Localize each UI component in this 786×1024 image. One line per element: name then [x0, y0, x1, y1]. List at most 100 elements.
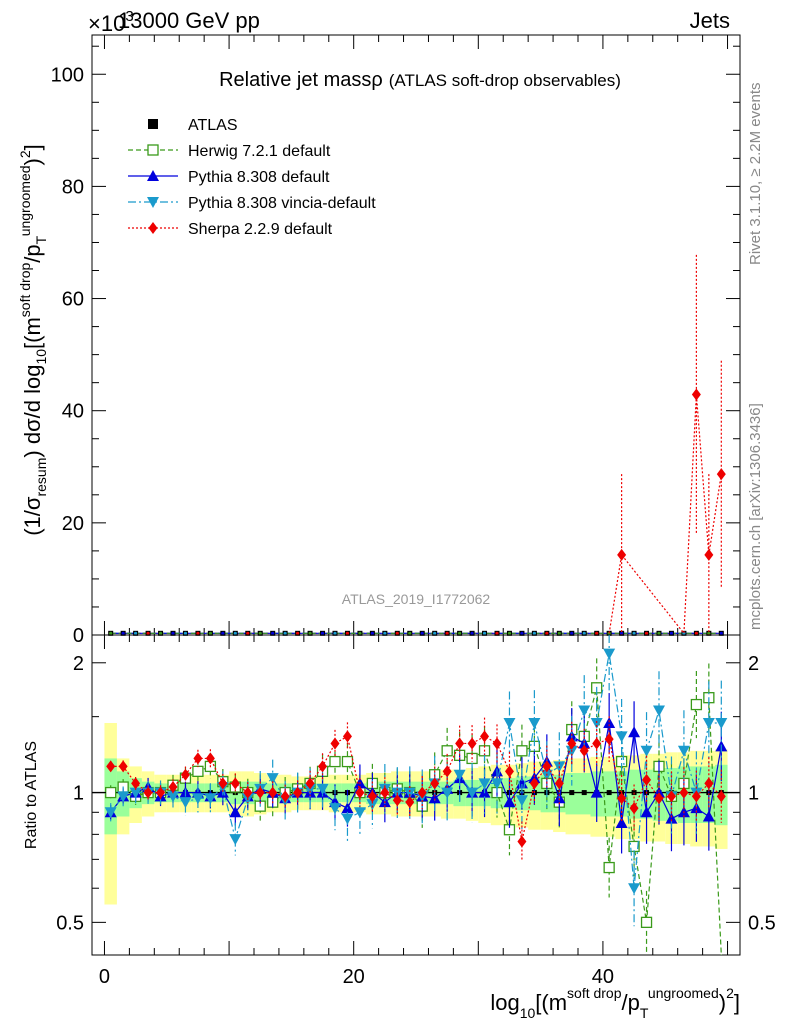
ratio-point	[716, 790, 726, 803]
mc-main-point	[308, 631, 312, 635]
ratio-point	[528, 718, 541, 730]
ratio-point	[604, 733, 614, 746]
plot-title: Relative jet massρ (ATLAS soft-drop obser…	[219, 69, 621, 91]
ratio-point	[654, 792, 664, 805]
ratio-point	[590, 718, 603, 730]
mc-main-point	[470, 631, 474, 635]
ratio-point	[478, 778, 491, 790]
ratio-point	[229, 806, 242, 818]
ratio-point	[280, 790, 290, 803]
mc-main-point	[208, 631, 212, 635]
ratio-point	[168, 781, 178, 794]
atlas-ratio-point	[581, 790, 587, 796]
ratio-point	[603, 717, 616, 729]
legend-entry: Sherpa 2.2.9 default	[128, 221, 333, 238]
ratio-point	[405, 796, 415, 809]
ratio-point	[515, 777, 528, 789]
mc-main-point	[495, 631, 499, 635]
main-y-tick-label: 20	[62, 513, 84, 535]
ratio-point	[529, 777, 539, 790]
mc-main-point	[395, 631, 399, 635]
legend-marker	[147, 144, 159, 156]
ratio-point	[341, 813, 354, 825]
ratio-point	[143, 786, 153, 799]
main-plot-panel: 0 20 40 60 80 100 Relative jet massρ (ATLAS so…	[17, 34, 741, 647]
ratio-point	[117, 791, 130, 803]
ratio-point	[516, 745, 528, 757]
ratio-point	[430, 777, 440, 790]
sherpa-main-point	[716, 468, 726, 481]
mc-main-point	[221, 631, 225, 635]
ratio-point	[403, 787, 416, 799]
main-y-tick-label: 60	[62, 289, 84, 311]
mc-main-point	[507, 631, 512, 635]
legend-marker	[147, 170, 159, 181]
ratio-point	[355, 786, 365, 799]
ratio-point	[590, 786, 603, 798]
mc-main-point	[482, 631, 487, 635]
legend-label: Pythia 8.308 default	[188, 169, 330, 186]
mc-main-point	[258, 631, 262, 635]
legend-marker	[148, 222, 158, 234]
ratio-point	[666, 790, 676, 803]
ratio-point	[341, 755, 354, 768]
mc-main-point	[233, 631, 237, 635]
ratio-point	[690, 698, 703, 711]
ratio-y-tick-label: 1	[73, 783, 84, 805]
sherpa-main-point	[691, 388, 701, 401]
ratio-point	[640, 745, 653, 757]
ratio-point	[131, 777, 141, 790]
ratio-y-axis-label: Ratio to ATLAS	[23, 741, 40, 849]
axis-exponent: ×103	[88, 8, 134, 36]
mc-main-point	[333, 631, 337, 635]
ratio-point	[677, 745, 690, 757]
main-y-tick-label: 0	[73, 625, 84, 647]
ratio-point	[329, 755, 341, 768]
ratio-point	[629, 802, 639, 815]
main-y-tick-label: 40	[62, 401, 84, 423]
mc-main-point	[570, 631, 574, 635]
ratio-point	[691, 790, 701, 803]
ratio-point	[366, 799, 379, 811]
ratio-point	[615, 731, 628, 743]
mc-main-point	[620, 631, 624, 635]
ratio-point	[480, 730, 490, 743]
ratio-point	[492, 737, 502, 750]
mc-main-point	[296, 631, 300, 635]
mc-main-point	[644, 631, 649, 635]
ratio-point	[665, 812, 678, 824]
ratio-point	[255, 786, 265, 799]
mc-main-point	[545, 631, 549, 635]
ratio-point	[442, 765, 452, 778]
ratio-point	[180, 768, 190, 781]
sherpa-main-line	[608, 394, 722, 635]
x-tick-label: 20	[343, 966, 365, 988]
atlas-ratio-point	[606, 790, 612, 796]
mc-main-point	[408, 631, 412, 635]
ratio-point	[191, 793, 204, 805]
mc-main-point	[445, 631, 449, 635]
ratio-point	[229, 834, 242, 846]
ratio-point	[204, 793, 217, 805]
ratio-frame	[91, 634, 741, 956]
ratio-point	[342, 730, 352, 743]
mc-main-point	[345, 631, 350, 635]
mc-main-point	[694, 631, 698, 635]
legend-marker	[147, 197, 159, 208]
ratio-point	[205, 752, 215, 765]
x-axis-label: log10[(msoft drop/pTungroomed)2]	[490, 985, 740, 1021]
mc-main-point	[433, 631, 437, 635]
mc-main-point	[109, 631, 113, 635]
main-data-marks	[108, 254, 726, 636]
ratio-point	[640, 806, 653, 818]
ratio-point	[192, 765, 204, 778]
mc-main-point	[657, 631, 661, 635]
ratio-point	[455, 737, 465, 750]
ratio-point	[104, 807, 117, 819]
legend-marker	[148, 119, 158, 129]
ratio-point	[329, 803, 341, 815]
mc-main-point	[420, 631, 424, 635]
ratio-point	[617, 792, 627, 805]
sherpa-main-point	[617, 548, 627, 561]
